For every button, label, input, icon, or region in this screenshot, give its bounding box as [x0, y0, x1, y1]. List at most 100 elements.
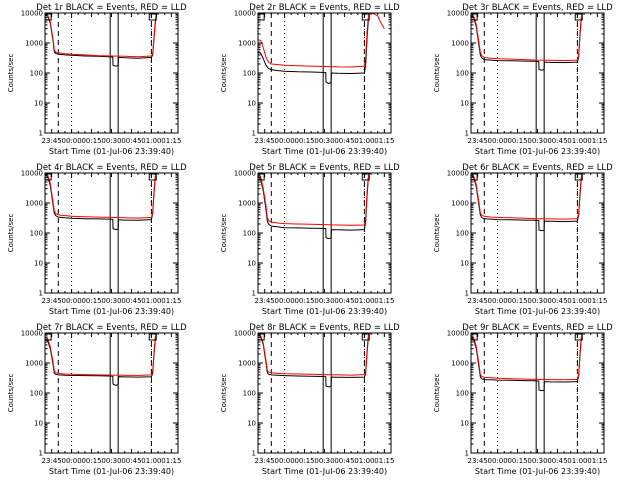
- y-tick-label: 1000: [25, 40, 43, 48]
- x-tick-label: 00:30: [314, 457, 334, 465]
- x-tick-label: 23:45: [42, 137, 62, 145]
- x-tick-label: 00:00: [62, 297, 82, 305]
- lld-series-line: [45, 13, 158, 58]
- x-tick-label: 00:30: [527, 457, 547, 465]
- x-tick-label: 23:45: [255, 457, 275, 465]
- y-tick-label: 10000: [234, 330, 256, 338]
- x-tick-label: 00:15: [81, 137, 101, 145]
- y-tick-label: 100: [243, 70, 256, 78]
- panel-title: Det 4r BLACK = Events, RED = LLD: [36, 163, 187, 173]
- x-tick-label: 01:00: [567, 457, 587, 465]
- x-tick-label: 00:15: [81, 297, 101, 305]
- x-tick-label: 00:45: [334, 297, 354, 305]
- x-axis-label: Start Time (01-Jul-06 23:39:40): [475, 307, 600, 316]
- panel-det-7: Det 7r BLACK = Events, RED = LLD Counts/s…: [7, 323, 187, 476]
- x-tick-label: 00:30: [101, 297, 121, 305]
- panel-det-1: Det 1r BLACK = Events, RED = LLD Counts/s…: [7, 3, 187, 156]
- y-tick-label: 1: [252, 450, 256, 458]
- y-axis-label: Counts/sec: [433, 54, 441, 93]
- panel-det-3: Det 3r BLACK = Events, RED = LLD Counts/s…: [433, 3, 613, 156]
- x-tick-label: 01:15: [374, 137, 394, 145]
- y-tick-label: 1000: [451, 200, 469, 208]
- x-tick-label: 01:15: [587, 137, 607, 145]
- panel-title: Det 5r BLACK = Events, RED = LLD: [249, 163, 400, 173]
- y-tick-label: 10000: [21, 10, 43, 18]
- y-tick-label: 10: [34, 420, 43, 428]
- x-tick-label: 01:00: [354, 137, 374, 145]
- y-tick-label: 100: [30, 230, 43, 238]
- x-tick-label: 01:00: [354, 297, 374, 305]
- x-tick-label: 00:00: [275, 297, 295, 305]
- interval-box-marker: [574, 13, 583, 21]
- x-tick-label: 00:45: [121, 457, 141, 465]
- y-axis-label: Counts/sec: [433, 374, 441, 413]
- x-axis-label: Start Time (01-Jul-06 23:39:40): [475, 147, 600, 156]
- y-tick-label: 10000: [447, 330, 469, 338]
- y-tick-label: 10000: [447, 10, 469, 18]
- x-axis-label: Start Time (01-Jul-06 23:39:40): [262, 307, 387, 316]
- y-tick-label: 10000: [234, 170, 256, 178]
- x-tick-label: 01:15: [374, 457, 394, 465]
- panel-det-5: Det 5r BLACK = Events, RED = LLD Counts/s…: [220, 163, 400, 316]
- x-tick-label: 01:00: [141, 457, 161, 465]
- panel-title: Det 6r BLACK = Events, RED = LLD: [462, 163, 613, 173]
- interval-box-marker: [361, 333, 370, 341]
- y-tick-label: 10: [460, 420, 469, 428]
- y-tick-label: 1000: [451, 360, 469, 368]
- interval-box-marker: [148, 333, 157, 341]
- panel-title: Det 7r BLACK = Events, RED = LLD: [36, 323, 187, 333]
- y-axis-label: Counts/sec: [220, 54, 228, 93]
- x-axis-label: Start Time (01-Jul-06 23:39:40): [475, 467, 600, 476]
- y-tick-label: 1000: [25, 360, 43, 368]
- x-tick-label: 23:45: [42, 457, 62, 465]
- y-axis-label: Counts/sec: [7, 54, 15, 93]
- panel-title: Det 1r BLACK = Events, RED = LLD: [36, 3, 187, 13]
- x-tick-label: 00:45: [547, 297, 567, 305]
- x-tick-label: 00:00: [488, 457, 508, 465]
- interval-box-marker: [361, 13, 370, 21]
- x-tick-label: 00:15: [81, 457, 101, 465]
- x-tick-label: 00:45: [547, 457, 567, 465]
- lld-series-line: [471, 173, 584, 220]
- y-tick-label: 1: [39, 290, 43, 298]
- x-tick-label: 01:00: [354, 457, 374, 465]
- y-tick-label: 10000: [234, 10, 256, 18]
- x-tick-label: 01:15: [161, 457, 181, 465]
- lld-series-line: [45, 173, 158, 219]
- y-tick-label: 10000: [447, 170, 469, 178]
- interval-box-marker: [361, 173, 370, 181]
- x-axis-label: Start Time (01-Jul-06 23:39:40): [49, 147, 174, 156]
- x-tick-label: 01:15: [161, 297, 181, 305]
- interval-box-marker: [148, 13, 157, 21]
- x-tick-label: 01:00: [141, 297, 161, 305]
- x-tick-label: 01:00: [567, 297, 587, 305]
- panel-det-4: Det 4r BLACK = Events, RED = LLD Counts/s…: [7, 163, 187, 316]
- panel-det-9: Det 9r BLACK = Events, RED = LLD Counts/s…: [433, 323, 613, 476]
- x-axis-label: Start Time (01-Jul-06 23:39:40): [262, 147, 387, 156]
- y-tick-label: 10000: [21, 330, 43, 338]
- x-tick-label: 00:15: [294, 297, 314, 305]
- y-tick-label: 10: [247, 100, 256, 108]
- x-tick-label: 23:45: [468, 297, 488, 305]
- x-tick-label: 00:15: [294, 457, 314, 465]
- panel-title: Det 2r BLACK = Events, RED = LLD: [249, 3, 400, 13]
- x-tick-label: 00:15: [294, 137, 314, 145]
- y-tick-label: 100: [456, 70, 469, 78]
- y-tick-label: 1: [465, 450, 469, 458]
- x-tick-label: 00:00: [275, 137, 295, 145]
- x-tick-label: 00:30: [314, 297, 334, 305]
- events-series-line: [258, 19, 369, 84]
- panel-title: Det 8r BLACK = Events, RED = LLD: [249, 323, 400, 333]
- lld-series-line: [471, 333, 584, 381]
- lld-series-line: [258, 173, 371, 226]
- x-tick-label: 23:45: [42, 297, 62, 305]
- y-tick-label: 1: [465, 130, 469, 138]
- x-tick-label: 00:15: [507, 297, 527, 305]
- x-tick-label: 00:30: [101, 457, 121, 465]
- interval-box-marker: [574, 173, 583, 181]
- y-axis-label: Counts/sec: [220, 214, 228, 253]
- lld-series-line: [258, 333, 371, 376]
- interval-box-marker: [148, 173, 157, 181]
- y-axis-label: Counts/sec: [220, 374, 228, 413]
- lld-series-line: [45, 333, 158, 376]
